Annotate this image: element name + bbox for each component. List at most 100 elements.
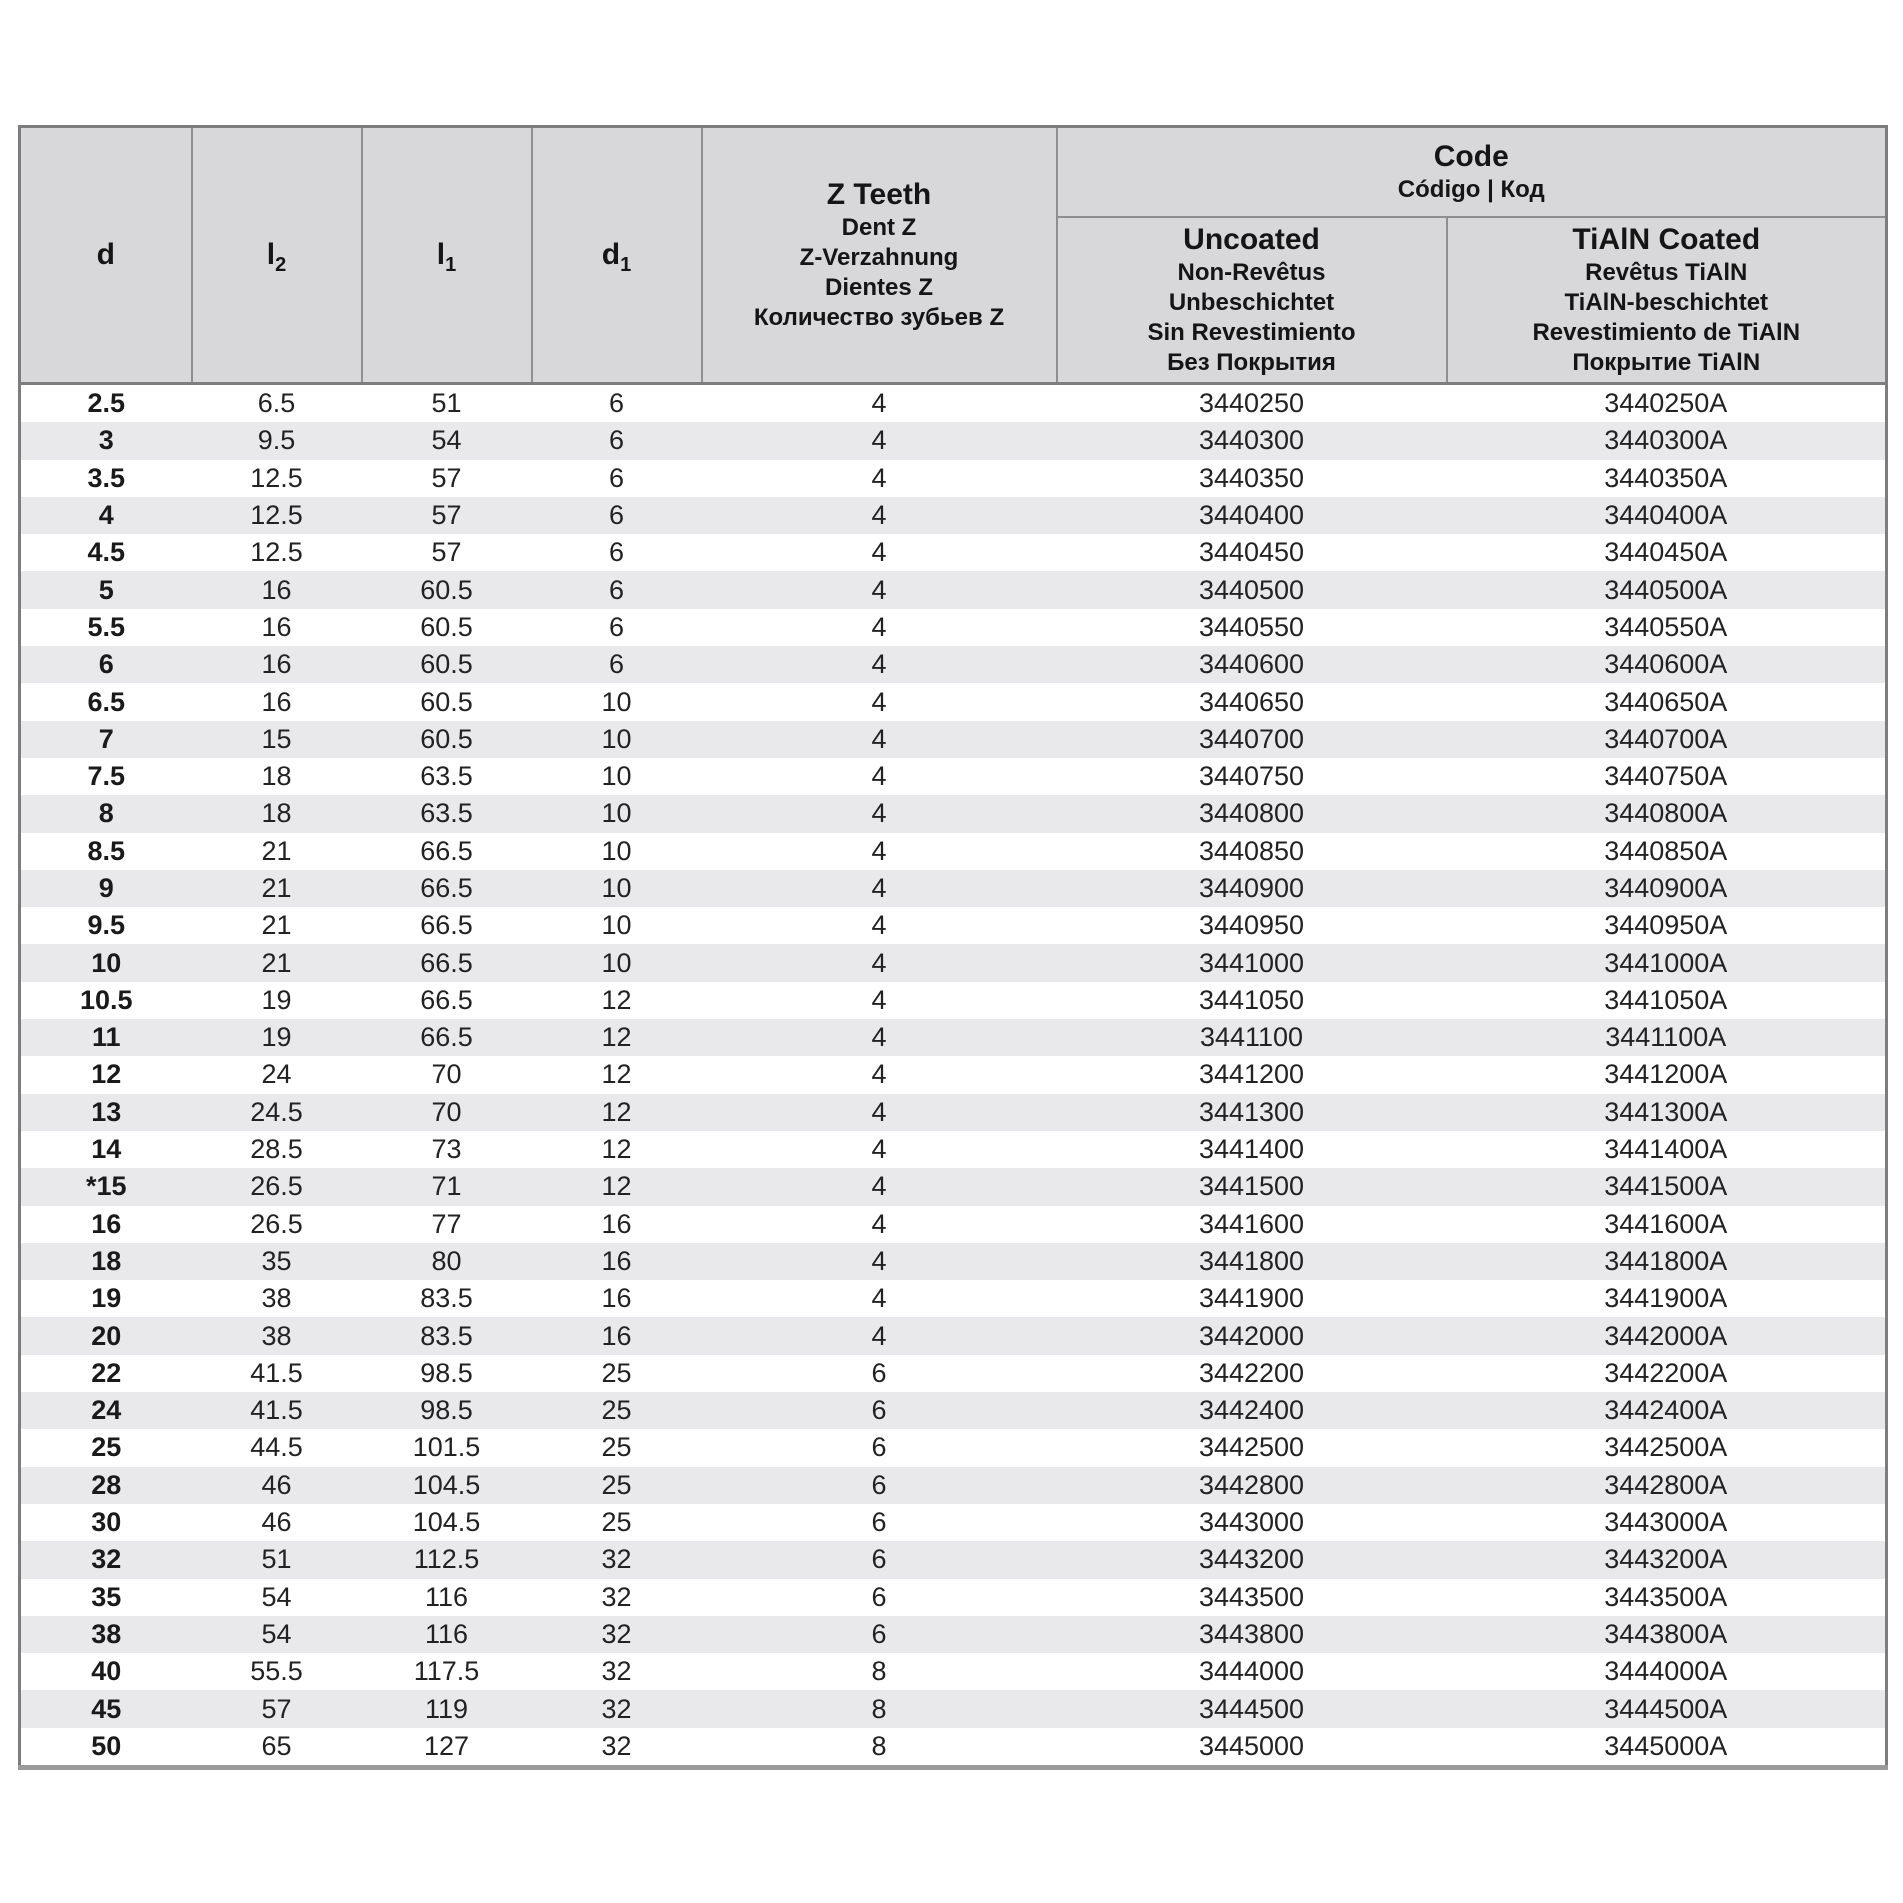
cell-uncoated: 3440900: [1198, 873, 1305, 903]
cell-l2: 65: [261, 1730, 292, 1761]
cell-coated: 3443200A: [1604, 1544, 1728, 1575]
table-row: 10 21 66.5 10 4 3441000 3441000A: [19, 944, 1887, 982]
table-row: 11 19 66.5 12 4 3441100 3441100A: [19, 1019, 1887, 1057]
tialn-subtitle-es: Revestimiento de TiAlN: [1532, 319, 1801, 346]
cell-d1: 32: [601, 1693, 632, 1724]
cell-l2: 6.5: [257, 388, 296, 419]
cell-coated: 3444500A: [1604, 1693, 1728, 1724]
cell-z: 8: [871, 1656, 887, 1687]
cell-uncoated: 3441800: [1198, 1245, 1305, 1276]
cell-coated: 3440650A: [1604, 686, 1728, 717]
cell-uncoated: 3443000: [1198, 1507, 1305, 1538]
cell-z: 4: [871, 1096, 887, 1127]
cell-d1: 16: [601, 1283, 632, 1314]
cell-l2: 21: [261, 947, 292, 978]
table-row: 13 24.5 70 12 4 3441300 3441300A: [19, 1093, 1887, 1131]
table-row: 19 38 83.5 16 4 3441900 3441900A: [20, 1280, 1887, 1317]
cell-coated: 3440950A: [1604, 910, 1728, 941]
col-header-z-teeth: Z Teeth Dent Z Z-Verzahnung Dientes Z Ко…: [700, 125, 1058, 385]
table-row: 6.5 16 60.5 10 4 3440650 3440650A: [20, 683, 1887, 720]
cell-l1: 83.5: [420, 1320, 473, 1351]
cell-uncoated: 3440400: [1198, 500, 1305, 531]
col-label-d1: d1: [601, 238, 632, 276]
table-row: 8.5 21 66.5 10 4 3440850 3440850A: [20, 833, 1887, 870]
cell-d: 3.5: [87, 462, 126, 493]
col-header-tialn-coated: TiAlN Coated Revêtus TiAlN TiAlN-beschic…: [1445, 216, 1888, 385]
cell-l2: 57: [261, 1693, 292, 1724]
table-row: 14 28.5 73 12 4 3441400 3441400A: [20, 1131, 1887, 1168]
cell-l2: 55.5: [250, 1656, 303, 1687]
cell-l2: 41.5: [250, 1395, 303, 1426]
cell-d1: 12: [601, 1096, 632, 1127]
cell-l2: 18: [261, 798, 292, 829]
col-label-d: d: [96, 238, 115, 271]
table-row: 35 54 116 32 6 3443500 3443500A: [20, 1579, 1887, 1616]
table-row: 38 54 116 32 6 3443800 3443800A: [19, 1615, 1887, 1654]
cell-d1: 10: [601, 947, 632, 978]
code-subtitle: Código | Код: [1397, 176, 1545, 203]
cell-coated: 3441300A: [1604, 1096, 1728, 1127]
cell-z: 4: [871, 798, 887, 829]
z-teeth-subtitle-fr: Dent Z: [841, 214, 917, 241]
cell-d1: 25: [601, 1395, 632, 1426]
cell-l1: 119: [424, 1693, 469, 1724]
cell-l2: 21: [261, 873, 292, 903]
cell-d: 24: [91, 1395, 122, 1426]
cell-coated: 3440550A: [1604, 611, 1728, 642]
cell-uncoated: 3444000: [1198, 1656, 1305, 1687]
cell-d1: 10: [601, 910, 632, 941]
cell-d: 32: [91, 1544, 122, 1575]
tialn-subtitle-ru: Покрытие TiAlN: [1572, 349, 1761, 376]
cell-l1: 63.5: [420, 761, 473, 792]
cell-z: 4: [871, 1283, 887, 1314]
cell-coated: 3440450A: [1604, 537, 1728, 568]
table-header: d l2 l1 d1 Z Teeth Dent Z Z-Verzahnung D…: [18, 125, 1888, 385]
cell-d: 22: [91, 1357, 122, 1388]
cell-coated: 3440800A: [1604, 798, 1728, 829]
cell-z: 4: [871, 462, 887, 493]
cell-z: 6: [871, 1544, 887, 1575]
cell-uncoated: 3442500: [1198, 1432, 1305, 1463]
cell-z: 4: [871, 611, 887, 642]
cell-coated: 3441050A: [1604, 984, 1728, 1015]
cell-z: 4: [871, 723, 887, 754]
table-row: 16 26.5 77 16 4 3441600 3441600A: [20, 1206, 1887, 1243]
cell-uncoated: 3441600: [1198, 1208, 1305, 1239]
z-teeth-subtitle-ru: Количество зубьев Z: [753, 304, 1005, 331]
cell-l1: 66.5: [420, 873, 473, 903]
table-body: 2.5 6.5 51 6 4 3440250 3440250A 3 9.5 54 6 4 3440300…: [19, 384, 1887, 1768]
cell-z: 4: [871, 1171, 887, 1202]
cell-z: 4: [871, 574, 887, 605]
cell-uncoated: 3441900: [1198, 1283, 1305, 1314]
cell-uncoated: 3440750: [1198, 761, 1305, 792]
cell-uncoated: 3440700: [1198, 723, 1305, 754]
cell-d: 6.5: [87, 686, 126, 717]
cell-coated: 3442400A: [1604, 1395, 1728, 1426]
cell-d1: 32: [601, 1544, 632, 1575]
cell-l1: 80: [431, 1245, 462, 1276]
cell-z: 4: [871, 425, 887, 456]
cell-d: 8.5: [87, 835, 126, 866]
cell-l1: 60.5: [420, 649, 473, 680]
cell-d: 13: [91, 1096, 122, 1127]
cell-d: 19: [91, 1283, 122, 1314]
cell-d1: 16: [601, 1245, 632, 1276]
cell-l1: 83.5: [420, 1283, 473, 1314]
col-label-l2: l2: [266, 238, 287, 276]
uncoated-subtitle-fr: Non-Revêtus: [1177, 259, 1326, 286]
table-row: 2.5 6.5 51 6 4 3440250 3440250A: [20, 384, 1887, 423]
cell-d1: 32: [601, 1618, 632, 1649]
cell-l1: 60.5: [420, 686, 473, 717]
cell-l1: 63.5: [420, 798, 473, 829]
cell-uncoated: 3445000: [1198, 1730, 1305, 1761]
cell-l1: 60.5: [420, 574, 473, 605]
tialn-subtitle-de: TiAlN-beschichtet: [1564, 289, 1769, 316]
table-row: 4.5 12.5 57 6 4 3440450 3440450A: [20, 534, 1887, 571]
table-row: 7.5 18 63.5 10 4 3440750 3440750A: [20, 758, 1887, 795]
cell-d1: 6: [608, 500, 625, 531]
cell-coated: 3441400A: [1604, 1134, 1728, 1165]
cell-coated: 3440400A: [1604, 500, 1728, 531]
cell-uncoated: 3442000: [1198, 1320, 1305, 1351]
cell-l1: 66.5: [420, 984, 473, 1015]
cell-coated: 3441200A: [1604, 1059, 1728, 1090]
